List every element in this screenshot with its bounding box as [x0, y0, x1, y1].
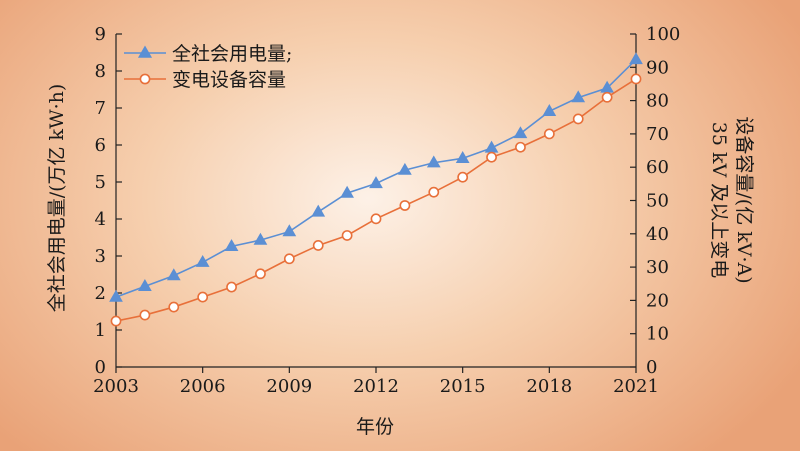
x-tick-label: 2021 [613, 376, 659, 397]
x-tick-label: 2006 [180, 376, 226, 397]
y-left-tick-label: 1 [95, 320, 106, 341]
legend-marker-triangle [137, 45, 153, 58]
y-right-tick-label: 10 [646, 324, 669, 345]
series-point-circle [601, 91, 613, 103]
series-layer [109, 52, 643, 327]
series-point-triangle [282, 224, 297, 237]
y-right-tick-label: 30 [646, 257, 669, 278]
series-point-triangle [629, 52, 643, 65]
legend-marker-circle [139, 73, 151, 85]
x-tick-label: 2018 [526, 376, 572, 397]
x-tick-label: 2012 [353, 376, 399, 397]
series-point-triangle [138, 279, 152, 291]
series-point-triangle [455, 151, 470, 163]
series-point-circle [226, 281, 237, 293]
y-right-tick-label: 60 [646, 157, 669, 178]
series-point-triangle [195, 254, 210, 267]
series-point-triangle [253, 232, 268, 245]
series-point-triangle [166, 268, 181, 281]
series-point-triangle [513, 126, 528, 139]
series-point-circle [486, 151, 497, 163]
legend-label-1: 全社会用电量; [172, 43, 292, 65]
y-right-tick-label: 80 [646, 91, 669, 112]
y-right-tick-label: 70 [646, 124, 669, 145]
y-right-tick-label: 0 [646, 357, 657, 378]
y-left-tick-label: 5 [95, 172, 106, 193]
series-point-circle [543, 128, 555, 140]
series-point-triangle [398, 162, 412, 175]
y-axis-left-title: 全社会用电量/(万亿 kW·h) [46, 84, 68, 313]
y-right-tick-label: 100 [646, 24, 680, 45]
x-axis-title: 年份 [356, 416, 394, 438]
series-point-circle [283, 253, 295, 265]
series-point-circle [197, 291, 209, 303]
y-axis-right-title-line2: 设备容量/(亿 kV·A) [733, 116, 755, 283]
series-point-circle [399, 200, 411, 211]
series-point-circle [457, 171, 469, 183]
series-point-circle [572, 113, 584, 125]
y-left-tick-label: 3 [95, 246, 106, 267]
series-point-triangle [571, 90, 586, 103]
series-point-triangle [109, 289, 123, 302]
y-left-tick-label: 6 [95, 135, 106, 156]
series-point-circle [370, 213, 382, 225]
series-point-circle [139, 309, 151, 321]
series-point-circle [630, 73, 642, 85]
series-point-triangle [311, 204, 326, 217]
series-point-triangle [426, 155, 441, 168]
y-left-tick-label: 2 [95, 283, 106, 304]
y-left-tick-label: 8 [95, 61, 106, 82]
y-axis-right-title-line1: 35 kV 及以上变电 [708, 122, 730, 279]
series-point-triangle [484, 140, 499, 153]
series-point-circle [341, 230, 353, 241]
y-right-tick-label: 50 [646, 191, 669, 212]
series-point-circle [312, 240, 324, 251]
x-tick-label: 2003 [93, 376, 139, 397]
series-point-circle [428, 186, 440, 198]
x-tick-label: 2009 [266, 376, 312, 397]
series-point-circle [110, 315, 122, 327]
series-point-triangle [542, 104, 557, 116]
series-point-triangle [224, 239, 239, 252]
x-tick-label: 2015 [440, 376, 486, 397]
series-line-2 [115, 78, 637, 322]
series-point-triangle [369, 176, 383, 189]
y-left-tick-label: 9 [95, 24, 106, 45]
series-point-circle [168, 301, 180, 313]
y-right-tick-label: 90 [646, 57, 669, 78]
series-point-triangle [340, 185, 354, 198]
y-left-tick-label: 0 [95, 357, 106, 378]
series-point-circle [515, 141, 526, 153]
y-left-tick-label: 7 [95, 98, 106, 119]
axes: 2003 2006 2009 2012 2015 2018 2021012345678901… [93, 24, 680, 397]
legend-label-2: 变电设备容量 [172, 69, 286, 91]
y-left-tick-label: 4 [95, 209, 106, 230]
series-point-circle [255, 268, 266, 280]
y-right-tick-label: 20 [646, 290, 669, 311]
legend: 全社会用电量; 变电设备容量 [124, 43, 292, 91]
y-right-tick-label: 40 [646, 224, 669, 245]
